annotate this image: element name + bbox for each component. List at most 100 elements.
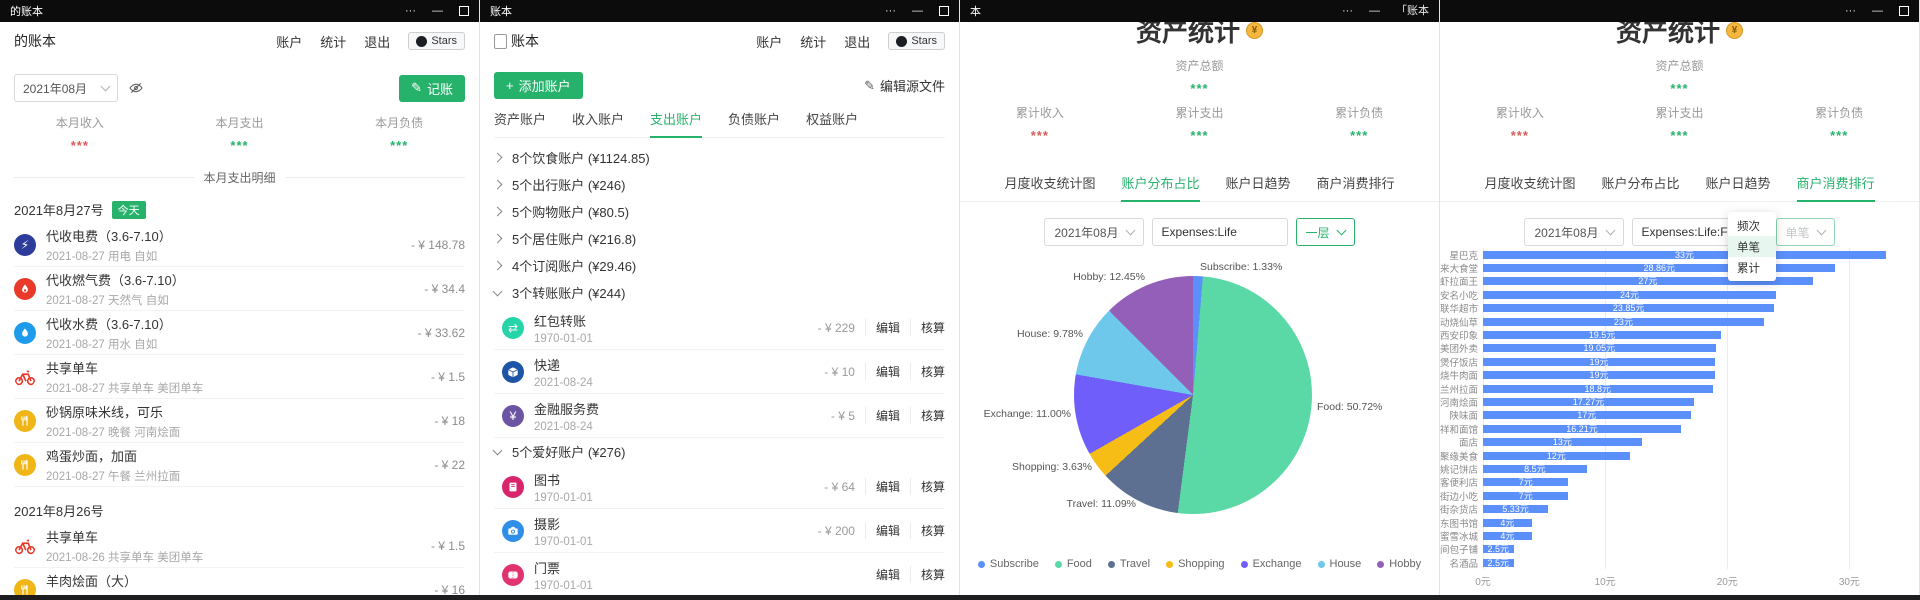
tab-monthly-chart[interactable]: 月度收支统计图 [1484, 176, 1576, 191]
ticket-icon [502, 563, 524, 586]
tab-merchant-ranking[interactable]: 商户消费排行 [1796, 173, 1875, 202]
transaction-amount: - ¥ 34.4 [424, 281, 465, 296]
account-name: 门票 [534, 560, 561, 576]
legend-item[interactable]: Shopping [1166, 558, 1225, 570]
nav-stats[interactable]: 统计 [800, 34, 827, 50]
record-button[interactable]: ✎ 记账 [399, 74, 465, 102]
stat-total-liability: 累计负债 *** [1335, 106, 1384, 143]
account-amount: - ¥ 64 [824, 479, 855, 494]
edit-link[interactable]: 编辑 [864, 319, 900, 336]
bar-track: 17元 [1483, 411, 1919, 420]
window-menu-icon[interactable]: ··· [885, 4, 896, 17]
window-minimize-icon[interactable]: — [1872, 4, 1883, 17]
query-input[interactable]: Expenses:Life [1151, 218, 1288, 246]
month-select[interactable]: 2021年08月 [1524, 218, 1624, 246]
window-minimize-icon[interactable]: — [912, 4, 923, 17]
audit-link[interactable]: 核算 [909, 522, 945, 539]
audit-link[interactable]: 核算 [909, 319, 945, 336]
tab-daily-trend[interactable]: 账户日趋势 [1225, 176, 1291, 191]
account-group-row[interactable]: 5个爱好账户 (¥276) [492, 438, 945, 465]
month-select[interactable]: 2021年08月 [14, 74, 118, 102]
account-group-row[interactable]: 8个饮食账户 (¥1124.85) [492, 144, 945, 171]
month-select[interactable]: 2021年08月 [1044, 218, 1144, 246]
bar-category-label: 和虾拉面王 [1440, 277, 1478, 289]
window-menu-icon[interactable]: ··· [405, 4, 416, 17]
github-stars-button[interactable]: Stars [888, 32, 945, 50]
window-menu-icon[interactable]: ··· [1342, 4, 1353, 17]
legend-item[interactable]: Food [1054, 558, 1092, 570]
bar-row: 联华超市 23.85元 [1440, 302, 1919, 315]
tab-income[interactable]: 收入账户 [572, 112, 625, 127]
nav-logout[interactable]: 退出 [364, 34, 391, 50]
pie-label: Shopping: 3.63% [1012, 461, 1092, 473]
nav-accounts[interactable]: 账户 [276, 34, 303, 50]
package-icon [502, 360, 524, 383]
utensils-icon [14, 453, 36, 476]
bar-track: 28.86元 [1483, 264, 1919, 273]
window-menu-icon[interactable]: ··· [1845, 4, 1856, 17]
github-stars-button[interactable]: Stars [408, 32, 465, 50]
account-row: 图书 1970-01-01 - ¥ 64 编辑 核算 [494, 465, 945, 509]
tab-account-distribution[interactable]: 账户分布占比 [1601, 176, 1680, 191]
bar-category-label: 祥和面馆 [1440, 424, 1478, 436]
window-maximize-icon[interactable] [459, 6, 469, 16]
edit-link[interactable]: 编辑 [864, 478, 900, 495]
audit-link[interactable]: 核算 [909, 363, 945, 380]
tab-account-distribution[interactable]: 账户分布占比 [1121, 173, 1200, 202]
tab-merchant-ranking[interactable]: 商户消费排行 [1316, 176, 1395, 191]
window-minimize-icon[interactable]: — [432, 4, 443, 17]
window-maximize-icon[interactable] [1899, 6, 1909, 16]
nav-logout[interactable]: 退出 [844, 34, 871, 50]
bar: 18.8元 [1483, 384, 1713, 393]
legend-item[interactable]: Hobby [1377, 558, 1421, 570]
pie[interactable] [1074, 276, 1312, 514]
transaction-main: 代收燃气费（3.6-7.10） 2021-08-27 天然气 自如 [46, 270, 424, 308]
edit-link[interactable]: 编辑 [864, 363, 900, 380]
pencil-icon: ✎ [411, 80, 422, 95]
notebook-icon [494, 33, 507, 49]
legend-item[interactable]: House [1317, 558, 1361, 570]
window-maximize-icon[interactable] [939, 6, 949, 16]
account-group-label: 3个转账账户 (¥244) [512, 286, 626, 301]
account-group-row[interactable]: 3个转账账户 (¥244) [492, 279, 945, 306]
account-row: 摄影 1970-01-01 - ¥ 200 编辑 核算 [494, 509, 945, 553]
window-minimize-icon[interactable]: — [1369, 4, 1380, 17]
tab-monthly-chart[interactable]: 月度收支统计图 [1004, 176, 1096, 191]
edit-link[interactable]: 编辑 [875, 568, 900, 582]
bar: 23元 [1483, 317, 1764, 326]
tab-expenses[interactable]: 支出账户 [650, 109, 703, 138]
yen-icon: ¥ [502, 404, 524, 427]
legend-item[interactable]: Subscribe [977, 558, 1039, 570]
filters: 2021年08月 Expenses:Life 一层 [960, 218, 1439, 246]
hide-amounts-icon[interactable] [128, 80, 144, 96]
audit-link[interactable]: 核算 [909, 478, 945, 495]
add-account-button[interactable]: + 添加账户 [494, 72, 583, 99]
edit-link[interactable]: 编辑 [864, 522, 900, 539]
account-group-row[interactable]: 5个出行账户 (¥246) [492, 171, 945, 198]
transaction-title: 代收燃气费（3.6-7.10） [46, 272, 185, 288]
edit-link[interactable]: 编辑 [864, 407, 900, 424]
nav-stats[interactable]: 统计 [320, 34, 347, 50]
dropdown-option-single[interactable]: 单笔 [1728, 236, 1776, 257]
bar: 2.5元 [1483, 545, 1514, 554]
account-group-row[interactable]: 4个订阅账户 (¥29.46) [492, 252, 945, 279]
account-group-row[interactable]: 5个购物账户 (¥80.5) [492, 198, 945, 225]
edit-source-link[interactable]: ✎ 编辑源文件 [864, 77, 945, 95]
legend-item[interactable]: Exchange [1240, 558, 1302, 570]
account-group-row[interactable]: 5个居住账户 (¥216.8) [492, 225, 945, 252]
tab-liabilities[interactable]: 负债账户 [728, 112, 781, 127]
dropdown-option-total[interactable]: 累计 [1737, 262, 1760, 275]
audit-link[interactable]: 核算 [909, 407, 945, 424]
dropdown-option-frequency[interactable]: 频次 [1737, 220, 1760, 233]
level-select[interactable]: 一层 [1295, 218, 1355, 246]
account-date: 1970-01-01 [534, 579, 593, 592]
nav-accounts[interactable]: 账户 [756, 34, 783, 50]
mode-select[interactable]: 单笔 [1775, 218, 1835, 246]
money-bag-icon: ¥ [1246, 22, 1263, 39]
tab-daily-trend[interactable]: 账户日趋势 [1705, 176, 1771, 191]
tab-equity[interactable]: 权益账户 [806, 112, 859, 127]
tab-assets[interactable]: 资产账户 [494, 112, 547, 127]
transaction-subtitle: 2021-08-27 晚餐 河南烩面 [46, 426, 181, 439]
audit-link[interactable]: 核算 [909, 566, 945, 583]
legend-item[interactable]: Travel [1107, 558, 1150, 570]
